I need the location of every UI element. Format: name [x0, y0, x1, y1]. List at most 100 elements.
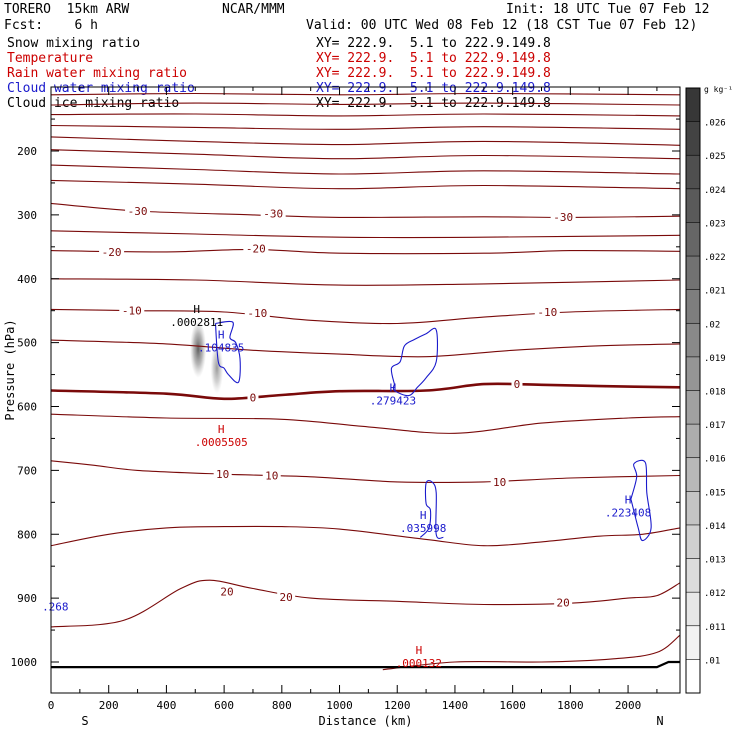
colorbar-label-16: .026 [704, 119, 726, 129]
isotherm-15 [51, 525, 680, 547]
contour-label-bg-8 [247, 391, 259, 404]
contour-label-1: -30 [263, 208, 283, 221]
y-tick-label-900: 900 [17, 592, 37, 605]
max-value-5: .223408 [605, 506, 651, 519]
colorbar-label-7: .017 [704, 421, 726, 431]
field-name-cloud-water: Cloud water mixing ratio [7, 81, 195, 96]
contour-label-9: 0 [514, 378, 521, 391]
colorbar-bin-7 [686, 424, 700, 458]
contour-label-6: -10 [247, 307, 267, 320]
isotherm-m45 [51, 149, 680, 160]
plot-frame [50, 86, 681, 694]
contour-label-15: 20 [557, 597, 570, 610]
contour-label-3: -20 [102, 246, 122, 259]
colorbar-bin-0 [686, 659, 700, 693]
contour-label-10: 10 [216, 468, 229, 481]
y-tick-label-500: 500 [17, 337, 37, 350]
y-tick-label-600: 600 [17, 401, 37, 414]
colorbar-label-1: .011 [704, 623, 726, 633]
y-tick-label-700: 700 [17, 464, 37, 477]
colorbar-label-14: .024 [704, 186, 726, 196]
isotherm-m70 [51, 92, 680, 96]
contour-label-0: -30 [128, 205, 148, 218]
max-marker-6: H [416, 644, 423, 657]
center-title: NCAR/MMM [222, 2, 285, 17]
colorbar-label-9: .019 [704, 354, 726, 364]
x-tick-label-400: 400 [156, 699, 176, 712]
colorbar-bin-13 [686, 222, 700, 257]
colorbar-label-15: .025 [704, 152, 726, 162]
contour-label-bg-9 [511, 378, 523, 391]
isotherm-m40 [51, 164, 680, 175]
cloud-ice-shading-1 [210, 342, 224, 394]
field-xy-cloud-water: XY= 222.9. 5.1 to 222.9.149.8 [316, 81, 551, 96]
cloud-water-contour-2 [419, 480, 444, 539]
contour-label-bg-14 [277, 590, 296, 603]
max-value-3: .0005505 [195, 436, 248, 449]
colorbar-bin-15 [686, 155, 700, 189]
colorbar-label-10: .02 [704, 320, 720, 330]
isotherm-m55 [51, 124, 680, 130]
field-xy-rain: XY= 222.9. 5.1 to 222.9.149.8 [316, 66, 551, 81]
colorbar-bin-4 [686, 524, 700, 559]
field-name-snow: Snow mixing ratio [7, 36, 141, 51]
contour-label-8: 0 [250, 392, 257, 405]
contour-label-11: 10 [265, 469, 278, 482]
colorbar-bin-8 [686, 390, 700, 425]
colorbar-label-12: .022 [704, 253, 726, 263]
field-xy-snow: XY= 222.9. 5.1 to 222.9.149.8 [316, 36, 551, 51]
max-marker-0: H [193, 303, 200, 316]
y-tick-label-200: 200 [17, 145, 37, 158]
colorbar-label-11: .021 [704, 287, 726, 297]
model-title: TORERO 15km ARW [4, 2, 130, 17]
valid-time: Valid: 00 UTC Wed 08 Feb 12 (18 CST Tue … [306, 18, 698, 33]
colorbar-label-0: .01 [704, 656, 720, 666]
y-tick-label-300: 300 [17, 209, 37, 222]
contour-label-bg-12 [490, 475, 509, 488]
contour-label-4: -20 [246, 243, 266, 256]
field-name-cloud-ice: Cloud ice mixing ratio [7, 96, 180, 111]
isotherm-20 [51, 579, 680, 628]
y-tick-label-400: 400 [17, 273, 37, 286]
isotherm-m35 [51, 179, 680, 190]
x-axis-title: Distance (km) [319, 714, 413, 728]
max-value-7: .268 [42, 600, 69, 613]
colorbar-label-3: .013 [704, 556, 726, 566]
contour-label-bg-13 [218, 585, 237, 598]
colorbar-bin-16 [686, 121, 700, 156]
isotherm-m25 [51, 230, 680, 239]
field-name-rain: Rain water mixing ratio [7, 66, 188, 81]
max-value-4: .035998 [400, 522, 446, 535]
x-tick-label-1200: 1200 [384, 699, 411, 712]
contour-label-bg-10 [213, 468, 232, 481]
max-value-1: .104835 [198, 342, 244, 355]
south-label: S [81, 714, 88, 728]
isotherm-0 [51, 382, 680, 401]
isotherm-m15 [51, 278, 680, 286]
colorbar-bin-10 [686, 323, 700, 357]
y-tick-label-1000: 1000 [11, 656, 38, 669]
colorbar-bin-9 [686, 356, 700, 391]
colorbar-bin-11 [686, 289, 700, 324]
contour-label-bg-2 [550, 210, 576, 223]
colorbar-label-4: .014 [704, 522, 726, 532]
cloud-water-contour-0 [214, 320, 241, 384]
contour-label-bg-4 [243, 242, 269, 255]
forecast-hour: Fcst: 6 h [4, 18, 98, 33]
contour-label-bg-1 [260, 207, 286, 220]
colorbar-bin-17 [686, 88, 700, 122]
x-tick-label-800: 800 [272, 699, 292, 712]
isotherm-m60 [51, 113, 680, 117]
colorbar-bin-14 [686, 188, 700, 223]
colorbar-bin-5 [686, 491, 700, 525]
max-marker-5: H [625, 493, 632, 506]
contour-label-bg-15 [554, 596, 573, 609]
contour-label-5: -10 [122, 305, 142, 318]
isotherm-m65 [51, 102, 680, 106]
x-tick-label-1600: 1600 [499, 699, 526, 712]
isotherm-m50 [51, 136, 680, 146]
colorbar-label-6: .016 [704, 455, 726, 465]
field-xy-temperature: XY= 222.9. 5.1 to 222.9.149.8 [316, 51, 551, 66]
max-marker-3: H [218, 423, 225, 436]
